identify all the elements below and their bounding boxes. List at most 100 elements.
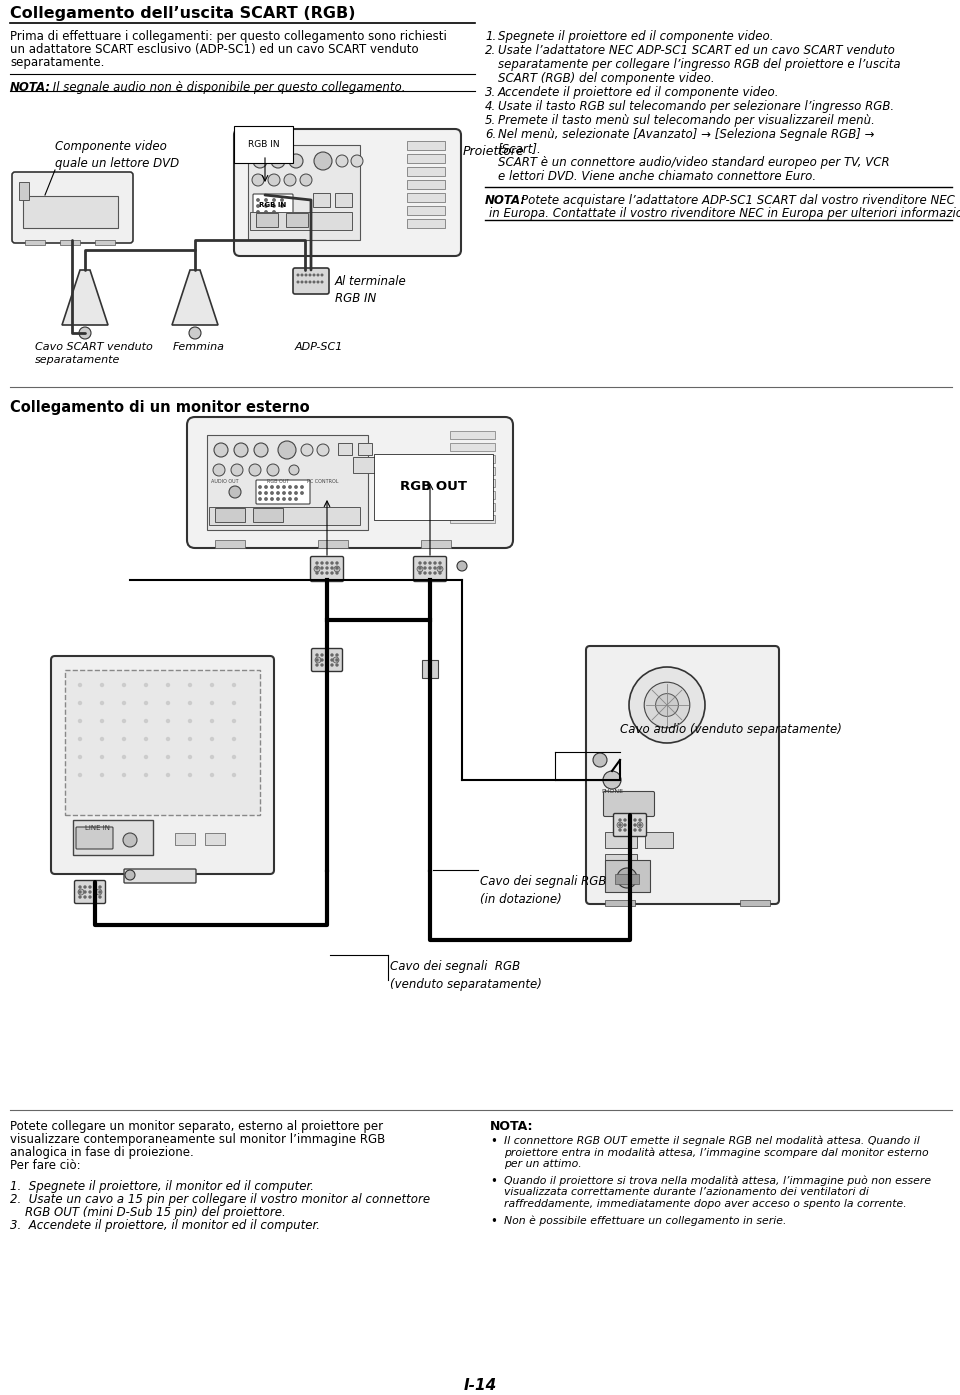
Circle shape — [419, 572, 421, 573]
Circle shape — [439, 566, 441, 569]
Circle shape — [419, 566, 421, 569]
Circle shape — [283, 485, 285, 488]
Circle shape — [101, 720, 104, 723]
Text: Usate l’adattatore NEC ADP-SC1 SCART ed un cavo SCART venduto: Usate l’adattatore NEC ADP-SC1 SCART ed … — [498, 45, 895, 57]
Bar — [645, 831, 673, 848]
Text: raffreddamente, immediatamente dopo aver acceso o spento la corrente.: raffreddamente, immediatamente dopo aver… — [504, 1198, 907, 1209]
Bar — [407, 206, 445, 215]
Text: 4.: 4. — [485, 100, 496, 113]
FancyBboxPatch shape — [12, 172, 133, 243]
Circle shape — [232, 773, 235, 777]
Circle shape — [84, 886, 86, 889]
Circle shape — [289, 492, 291, 494]
Circle shape — [289, 485, 291, 488]
Bar — [313, 193, 330, 206]
Circle shape — [166, 702, 170, 704]
Circle shape — [276, 498, 279, 501]
Bar — [605, 900, 635, 905]
Circle shape — [94, 891, 96, 893]
Circle shape — [214, 444, 228, 458]
Circle shape — [101, 773, 104, 777]
Bar — [422, 660, 438, 678]
Circle shape — [351, 155, 363, 167]
Circle shape — [629, 824, 631, 826]
Text: Componente video
quale un lettore DVD: Componente video quale un lettore DVD — [55, 140, 180, 170]
Circle shape — [84, 896, 86, 898]
Circle shape — [123, 684, 126, 686]
Circle shape — [271, 492, 274, 494]
Text: NOTA:: NOTA: — [490, 1120, 534, 1133]
Text: RGB OUT: RGB OUT — [267, 478, 289, 484]
Circle shape — [94, 886, 96, 889]
Bar — [25, 240, 45, 246]
Circle shape — [79, 684, 82, 686]
Circle shape — [89, 891, 91, 893]
Circle shape — [99, 886, 101, 889]
Circle shape — [257, 205, 259, 208]
Text: Spegnete il proiettore ed il componente video.: Spegnete il proiettore ed il componente … — [498, 31, 774, 43]
FancyBboxPatch shape — [187, 417, 513, 548]
FancyBboxPatch shape — [613, 813, 646, 837]
Bar — [450, 491, 495, 499]
Circle shape — [429, 566, 431, 569]
Bar — [286, 213, 308, 227]
Bar — [65, 670, 260, 815]
FancyBboxPatch shape — [253, 194, 293, 216]
Circle shape — [321, 566, 323, 569]
Bar — [215, 508, 245, 522]
Circle shape — [619, 829, 621, 831]
Circle shape — [188, 684, 191, 686]
Circle shape — [295, 492, 298, 494]
Text: separatamente.: separatamente. — [10, 56, 105, 68]
Circle shape — [336, 572, 338, 573]
Circle shape — [619, 819, 621, 822]
Bar — [605, 859, 650, 891]
Circle shape — [273, 199, 276, 201]
Circle shape — [284, 174, 296, 186]
Text: per un attimo.: per un attimo. — [504, 1159, 582, 1169]
Circle shape — [79, 891, 81, 893]
Polygon shape — [172, 271, 218, 325]
Circle shape — [336, 155, 348, 167]
Circle shape — [101, 738, 104, 741]
Bar — [175, 833, 195, 845]
Text: Non è possibile effettuare un collegamento in serie.: Non è possibile effettuare un collegamen… — [504, 1215, 786, 1225]
Circle shape — [331, 664, 333, 665]
Text: [Scart].: [Scart]. — [498, 142, 541, 155]
Circle shape — [280, 205, 283, 208]
Circle shape — [322, 275, 323, 276]
Circle shape — [429, 572, 431, 573]
Circle shape — [232, 756, 235, 759]
Circle shape — [210, 702, 213, 704]
Circle shape — [210, 756, 213, 759]
Circle shape — [210, 773, 213, 777]
Circle shape — [326, 572, 328, 573]
FancyBboxPatch shape — [586, 646, 779, 904]
Circle shape — [656, 693, 679, 717]
Circle shape — [439, 572, 441, 573]
Circle shape — [326, 566, 328, 569]
Circle shape — [289, 498, 291, 501]
Circle shape — [145, 720, 148, 723]
Circle shape — [603, 771, 621, 790]
Circle shape — [424, 562, 426, 564]
Text: LINE IN: LINE IN — [85, 824, 110, 831]
Bar — [605, 831, 637, 848]
Circle shape — [125, 870, 135, 880]
Bar — [407, 153, 445, 163]
Circle shape — [145, 756, 148, 759]
Circle shape — [637, 822, 643, 829]
Circle shape — [166, 738, 170, 741]
Text: •: • — [490, 1215, 497, 1228]
Circle shape — [79, 720, 82, 723]
Circle shape — [321, 572, 323, 573]
Circle shape — [166, 720, 170, 723]
Text: Prima di effettuare i collegamenti: per questo collegamento sono richiesti: Prima di effettuare i collegamenti: per … — [10, 31, 446, 43]
Circle shape — [99, 896, 101, 898]
Circle shape — [336, 664, 338, 665]
Circle shape — [331, 572, 333, 573]
Circle shape — [317, 275, 319, 276]
Bar — [335, 193, 352, 206]
Circle shape — [315, 657, 321, 663]
Circle shape — [89, 896, 91, 898]
